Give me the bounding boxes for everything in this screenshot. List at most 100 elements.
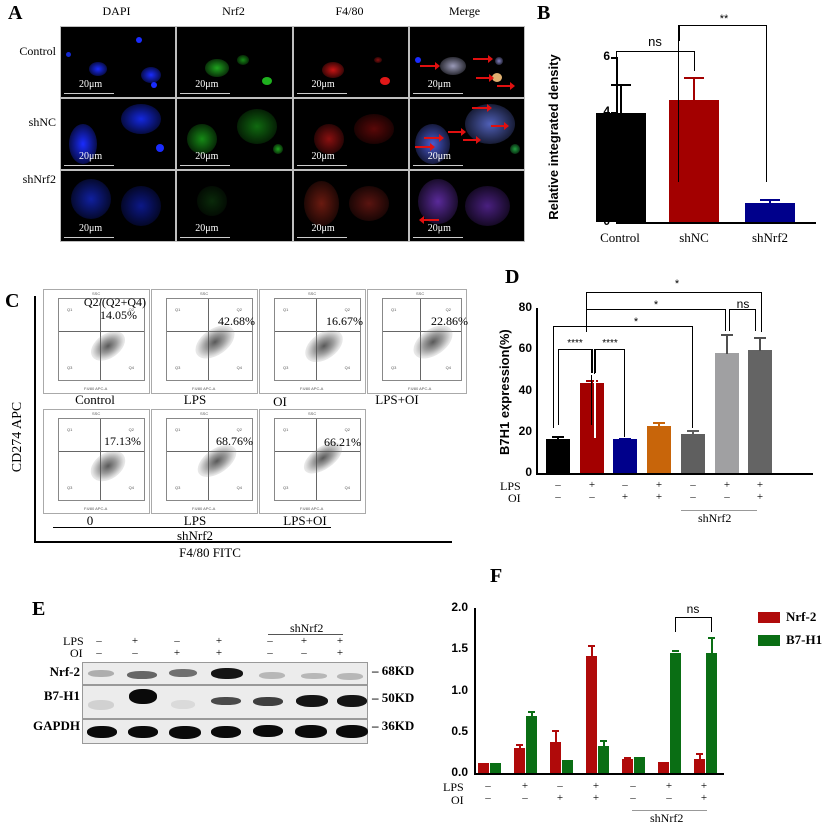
shnrf2-group-line (681, 510, 757, 511)
group-label-shnrf2: shNrf2 (698, 511, 732, 525)
group-label-shnrf2: shNrf2 (650, 811, 684, 825)
bar-f-b7h1 (670, 653, 681, 773)
scale-bar (412, 233, 463, 238)
if-image-shnc-f480: 20μm (293, 99, 408, 169)
protein-label-gapdh: GAPDH (33, 718, 80, 733)
y-tick: 0.0 (451, 765, 468, 779)
y-tick: 6 (603, 49, 610, 63)
red-arrow (471, 104, 492, 112)
red-arrow (472, 55, 493, 63)
panel-b-letter: B (537, 2, 551, 24)
y-axis (474, 608, 476, 774)
scale-label: 20μm (195, 223, 219, 234)
sig-label-2star: ** (719, 13, 729, 25)
bar-f-nrf2 (514, 748, 525, 773)
bar-f-nrf2 (622, 759, 633, 773)
scale-label: 20μm (195, 151, 219, 162)
bar-d-6 (715, 353, 739, 473)
bar-f-b7h1 (490, 763, 501, 773)
if-image-control-nrf2: 20μm (177, 27, 292, 97)
red-arrow (462, 136, 481, 144)
sig-bracket (616, 51, 695, 71)
flow-plot-shnrf2-0: Q1 Q2 Q3 Q4 SSC F4/80 APC-A 17.13% (43, 409, 150, 514)
red-arrow (418, 216, 439, 224)
flow-label-lps-oi: LPS+OI (375, 392, 419, 407)
y-tick: 2.0 (451, 600, 468, 614)
sig-label-1star: * (653, 299, 659, 311)
x-label-shnrf2: shNrf2 (751, 230, 789, 245)
y-tick: 40 (518, 383, 532, 397)
sig-bracket (675, 617, 712, 632)
bar-d-2 (580, 383, 604, 473)
scale-bar (412, 161, 463, 166)
y-tick: 0 (525, 465, 532, 479)
red-arrow (496, 82, 515, 90)
c-xlabel: F4/80 FITC (179, 545, 241, 560)
bar-f-nrf2 (586, 656, 597, 773)
marker-36kd: – 36KD (372, 718, 415, 733)
sig-label-1star: * (633, 316, 639, 328)
scale-bar (296, 161, 347, 166)
x-axis (474, 773, 724, 775)
flow-percent: 22.86% (431, 314, 468, 328)
sig-bracket (558, 349, 592, 425)
blot-nrf2 (82, 662, 368, 685)
col-header-nrf2: Nrf2 (222, 4, 245, 18)
bar-f-b7h1 (598, 746, 609, 773)
scale-bar (180, 161, 231, 166)
bar-shnrf2 (745, 203, 795, 222)
protein-label-b7h1: B7-H1 (43, 688, 80, 703)
error-bar (620, 84, 622, 114)
y-tick: 80 (518, 300, 532, 314)
scale-label: 20μm (427, 223, 451, 234)
panel-a-letter: A (8, 2, 23, 24)
bar-f-b7h1 (634, 757, 645, 773)
sig-bracket (553, 326, 693, 428)
flow-plot-shnrf2-lps: Q1 Q2 Q3 Q4 SSC F4/80 APC-A 68.76% (151, 409, 258, 514)
bar-d-7 (748, 350, 772, 473)
flow-label-lps: LPS (183, 392, 207, 407)
scale-bar (180, 89, 231, 94)
bar-shnc (669, 100, 719, 222)
col-header-f480: F4/80 (335, 4, 364, 18)
y-tick: 20 (518, 424, 532, 438)
flow-percent: 66.21% (324, 435, 361, 449)
flow-percent: 16.67% (326, 314, 363, 328)
sig-label-ns: ns (648, 34, 662, 49)
if-image-shnc-merge: 20μm (409, 99, 524, 169)
blot-b7h1 (82, 685, 368, 719)
y-tick: 1.5 (451, 641, 468, 655)
sig-bracket (586, 292, 762, 332)
bar-d-5 (681, 434, 705, 473)
error-bar (769, 199, 771, 204)
row-header-shnrf2: shNrf2 (22, 172, 56, 186)
scale-bar (64, 89, 114, 94)
bar-f-b7h1 (706, 653, 717, 773)
x-label-shnc: shNC (679, 230, 709, 245)
bar-d-3 (613, 439, 637, 473)
scale-bar (412, 89, 463, 94)
scale-label: 20μm (311, 79, 335, 90)
x-label-control: Control (600, 230, 640, 245)
flow-percent: 42.68% (218, 314, 255, 328)
sig-label-1star: * (674, 278, 680, 290)
flow-label-shnrf2-lps-oi: LPS+OI (283, 513, 327, 528)
shnrf2-group-line (632, 810, 707, 811)
row-label-lps: LPS (63, 634, 84, 648)
bar-f-b7h1 (562, 760, 573, 773)
if-image-shnrf2-merge: 20μm (409, 171, 524, 241)
immunofluorescence-grid: 20μm 20μm 20μm 20μm (60, 26, 525, 242)
if-image-control-merge: 20μm (409, 27, 524, 97)
scale-bar (64, 161, 114, 166)
if-image-control-f480: 20μm (293, 27, 408, 97)
scale-label: 20μm (79, 151, 103, 162)
quadrant-formula: Q2/(Q2+Q4) (83, 295, 146, 309)
y-tick: 4 (603, 104, 610, 118)
row-label-lps: LPS (500, 479, 521, 493)
red-arrow (447, 128, 466, 136)
error-bar (693, 77, 695, 101)
flow-percent: 68.76% (216, 434, 253, 448)
scale-label: 20μm (79, 79, 103, 90)
c-ylabel: CD274 APC (10, 401, 25, 473)
scale-label: 20μm (79, 223, 103, 234)
